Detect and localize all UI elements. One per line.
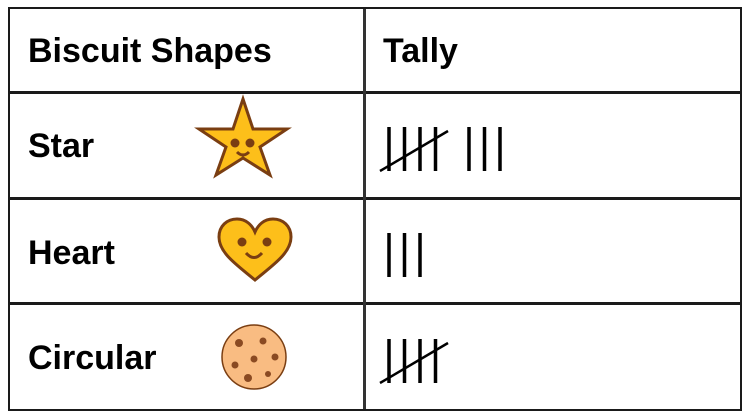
tally-table bbox=[8, 7, 742, 411]
header-biscuit-shapes: Biscuit Shapes bbox=[28, 32, 272, 70]
shape-label-heart: Heart bbox=[28, 234, 115, 272]
smiling-heart-biscuit-icon bbox=[217, 217, 293, 282]
tally-cross-stroke bbox=[379, 341, 449, 385]
smiling-star-biscuit-icon bbox=[194, 94, 292, 179]
row-divider bbox=[10, 91, 740, 94]
header-tally: Tally bbox=[383, 32, 458, 70]
column-divider bbox=[363, 9, 366, 409]
shape-label-star: Star bbox=[28, 127, 95, 165]
row-divider bbox=[10, 197, 740, 200]
tally-cross-stroke bbox=[379, 129, 449, 173]
chocolate-chip-cookie-icon bbox=[221, 324, 287, 390]
shape-label-circular: Circular bbox=[28, 339, 157, 377]
row-divider bbox=[10, 302, 740, 305]
